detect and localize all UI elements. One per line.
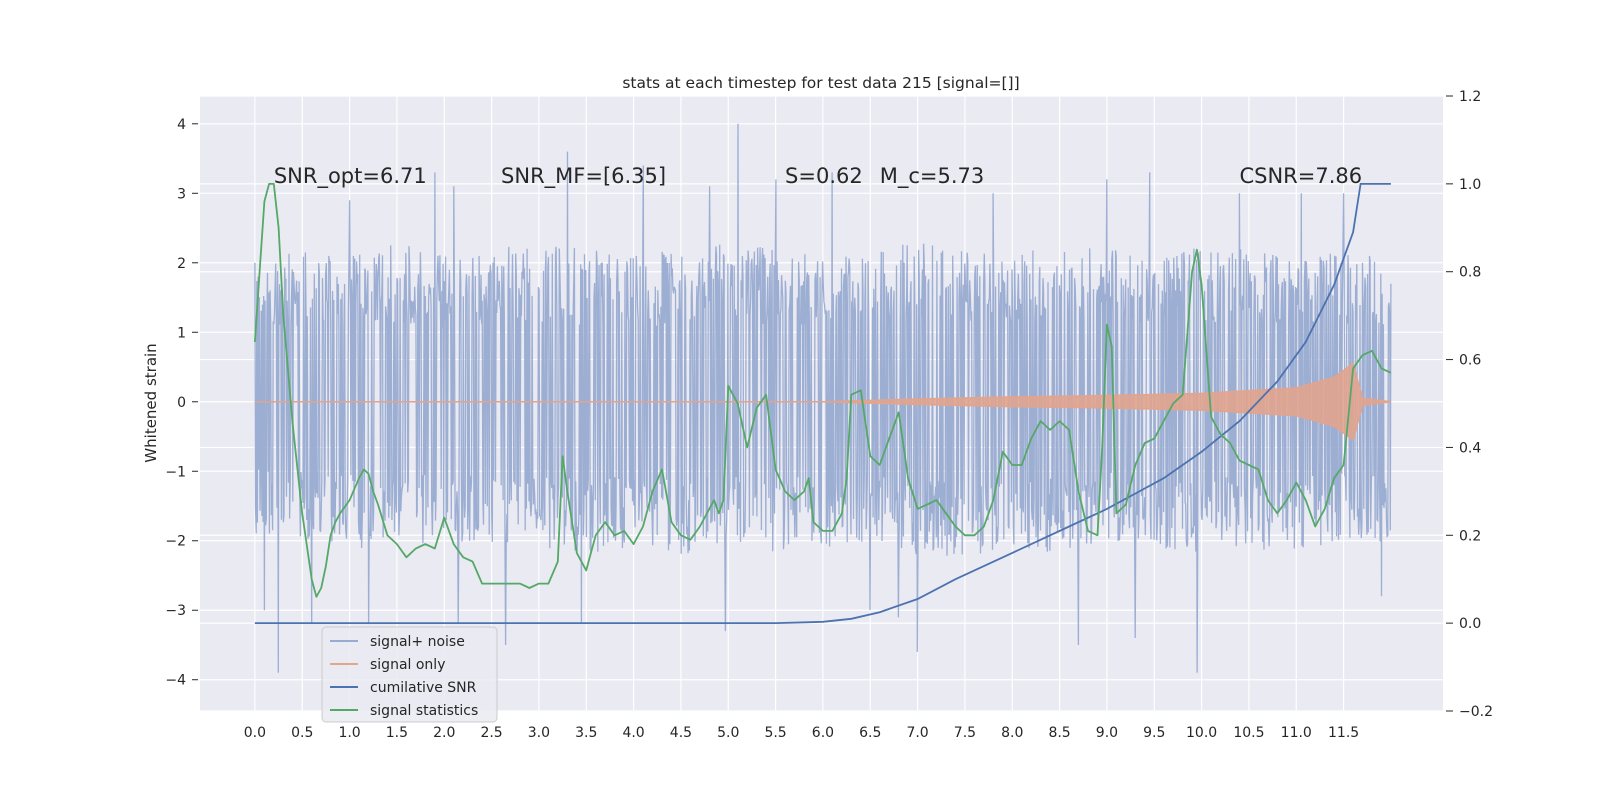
- x-tick-label: 6.0: [812, 725, 834, 741]
- y2-tick-label: 0.2: [1459, 528, 1481, 544]
- y-tick-label: 0: [177, 395, 186, 411]
- x-tick-label: 11.0: [1281, 725, 1312, 741]
- data-layer: [254, 123, 1392, 673]
- y-tick-label: −2: [165, 534, 186, 550]
- y2-tick-label: 0.0: [1459, 616, 1481, 632]
- legend: signal+ noise signal only cumilative SNR si…: [321, 626, 498, 723]
- legend-label: signal statistics: [370, 703, 478, 719]
- y-axis-label: Whitened strain: [142, 343, 160, 462]
- annotation-text: S=0.62: [785, 164, 863, 188]
- x-tick-label: 3.0: [528, 725, 550, 741]
- legend-label: signal+ noise: [370, 634, 465, 650]
- cumulative-snr-line: [254, 182, 1391, 624]
- x-tick-label: 4.5: [670, 725, 692, 741]
- y2-tick-label: 1.0: [1459, 177, 1481, 193]
- y2-tick-label: −0.2: [1459, 704, 1493, 720]
- x-tick-label: 3.5: [575, 725, 597, 741]
- x-tick-label: 9.5: [1143, 725, 1165, 741]
- annotation-text: M_c=5.73: [880, 164, 985, 189]
- x-tick-label: 6.5: [859, 725, 881, 741]
- x-tick-label: 2.5: [480, 725, 502, 741]
- y-tick-label: 2: [177, 256, 186, 272]
- x-tick-label: 0.0: [244, 725, 266, 741]
- x-tick-label: 8.5: [1048, 725, 1070, 741]
- annotation-text: CSNR=7.86: [1239, 164, 1362, 188]
- y-tick-label: 1: [177, 325, 186, 341]
- y-tick-label: 3: [177, 186, 186, 202]
- annotation-text: SNR_opt=6.71: [274, 164, 427, 189]
- legend-box: [321, 626, 498, 723]
- x-tick-label: 5.0: [717, 725, 739, 741]
- annotations: SNR_opt=6.71 SNR_MF=[6.35] S=0.62 M_c=5.73 C…: [274, 164, 1362, 189]
- x-tick-label: 4.0: [622, 725, 644, 741]
- annotation-text: SNR_MF=[6.35]: [501, 164, 666, 189]
- x-tick-label: 9.0: [1096, 725, 1118, 741]
- x-tick-label: 0.5: [291, 725, 313, 741]
- signal-noise-line: [254, 123, 1392, 673]
- y-tick-label: −1: [165, 464, 186, 480]
- x-tick-label: 7.5: [954, 725, 976, 741]
- y2-tick-label: 0.8: [1459, 265, 1481, 281]
- y-tick-label: −3: [165, 603, 186, 619]
- signal-statistics-line: [254, 182, 1392, 598]
- y2-tick-label: 0.6: [1459, 353, 1481, 369]
- chart-title: stats at each timestep for test data 215…: [622, 74, 1019, 92]
- axes-layer: 0.0 0.5 1.0 1.5 2.0 2.5 3.0 3.5 4.0 4.5 5.0 5.5 6.0 6…: [165, 89, 1493, 741]
- legend-label: signal only: [370, 657, 445, 673]
- x-tick-label: 5.5: [764, 725, 786, 741]
- y-tick-label: −4: [165, 673, 186, 689]
- x-tick-label: 1.0: [338, 725, 360, 741]
- x-tick-label: 7.0: [906, 725, 928, 741]
- x-tick-label: 2.0: [433, 725, 455, 741]
- signal-only-line: [254, 362, 1391, 442]
- legend-label: cumilative SNR: [370, 680, 477, 696]
- y2-tick-label: 1.2: [1459, 89, 1481, 105]
- x-tick-label: 10.0: [1186, 725, 1217, 741]
- x-tick-label: 1.5: [386, 725, 408, 741]
- y-tick-label: 4: [177, 117, 186, 133]
- x-tick-label: 11.5: [1328, 725, 1359, 741]
- x-tick-label: 10.5: [1233, 725, 1264, 741]
- x-tick-label: 8.0: [1001, 725, 1023, 741]
- y2-tick-label: 0.4: [1459, 440, 1481, 456]
